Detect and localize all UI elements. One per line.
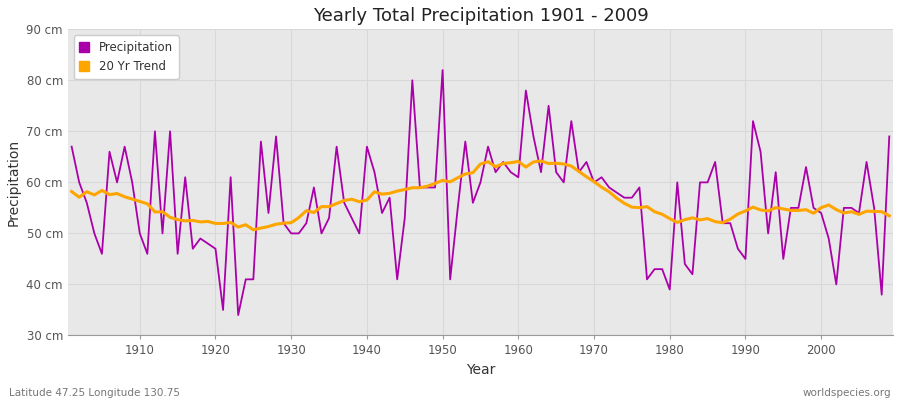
Precipitation [528,134,539,139]
20 Yr Trend [248,228,258,232]
20 Yr Trend [301,208,311,213]
Precipitation [346,216,357,220]
Legend: Precipitation, 20 Yr Trend: Precipitation, 20 Yr Trend [74,35,178,79]
20 Yr Trend [536,158,546,163]
Precipitation [437,68,448,72]
Precipitation [67,144,77,149]
Title: Yearly Total Precipitation 1901 - 2009: Yearly Total Precipitation 1901 - 2009 [312,7,648,25]
Precipitation [520,88,531,93]
20 Yr Trend [884,213,895,218]
Text: Latitude 47.25 Longitude 130.75: Latitude 47.25 Longitude 130.75 [9,388,180,398]
Precipitation [233,313,244,318]
Text: worldspecies.org: worldspecies.org [803,388,891,398]
Line: 20 Yr Trend: 20 Yr Trend [72,161,889,230]
Precipitation [884,134,895,139]
Precipitation [127,180,138,185]
Precipitation [301,221,311,226]
20 Yr Trend [520,165,531,170]
20 Yr Trend [346,197,357,202]
20 Yr Trend [67,189,77,194]
Y-axis label: Precipitation: Precipitation [7,139,21,226]
20 Yr Trend [513,159,524,164]
Line: Precipitation: Precipitation [72,70,889,315]
X-axis label: Year: Year [466,363,495,377]
Precipitation [619,195,630,200]
20 Yr Trend [619,201,630,206]
20 Yr Trend [127,197,138,202]
